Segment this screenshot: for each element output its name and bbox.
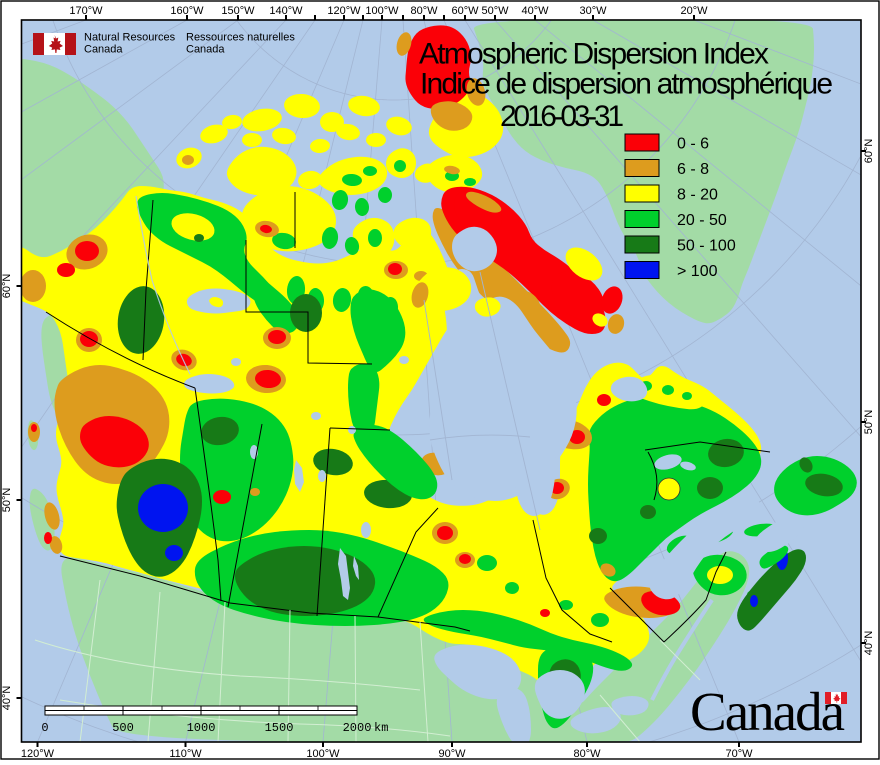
svg-text:60°N: 60°N xyxy=(863,139,875,164)
svg-text:80°W: 80°W xyxy=(573,748,601,760)
svg-text:> 100: > 100 xyxy=(677,263,718,280)
svg-text:0 - 6: 0 - 6 xyxy=(677,136,709,153)
svg-text:40°W: 40°W xyxy=(521,5,549,17)
svg-text:60°W: 60°W xyxy=(451,5,479,17)
svg-text:Natural Resources: Natural Resources xyxy=(84,32,176,44)
svg-text:120°W: 120°W xyxy=(21,748,55,760)
svg-text:160°W: 160°W xyxy=(170,5,204,17)
svg-text:50 - 100: 50 - 100 xyxy=(677,238,736,255)
svg-text:100°W: 100°W xyxy=(306,748,340,760)
svg-text:50°N: 50°N xyxy=(1,488,13,513)
svg-text:Canada: Canada xyxy=(690,681,845,742)
svg-text:Indice de dispersion atmosphér: Indice de dispersion atmosphérique xyxy=(420,68,833,101)
svg-text:0: 0 xyxy=(41,721,48,735)
svg-text:140°W: 140°W xyxy=(269,5,303,17)
svg-text:60°N: 60°N xyxy=(1,274,13,299)
svg-text:50°W: 50°W xyxy=(481,5,509,17)
svg-text:20°W: 20°W xyxy=(680,5,708,17)
svg-text:6 - 8: 6 - 8 xyxy=(677,161,709,178)
svg-text:Canada: Canada xyxy=(84,44,123,56)
svg-text:30°W: 30°W xyxy=(579,5,607,17)
svg-text:110°W: 110°W xyxy=(169,748,202,760)
svg-text:20 - 50: 20 - 50 xyxy=(677,212,727,229)
svg-text:Ressources naturelles: Ressources naturelles xyxy=(186,32,295,44)
svg-text:50°N: 50°N xyxy=(863,410,875,435)
svg-text:150°W: 150°W xyxy=(221,5,255,17)
svg-text:100°W: 100°W xyxy=(365,5,399,17)
svg-text:40°N: 40°N xyxy=(863,631,875,656)
svg-text:1500: 1500 xyxy=(265,721,294,735)
svg-text:170°W: 170°W xyxy=(69,5,103,17)
svg-text:120°W: 120°W xyxy=(327,5,361,17)
svg-text:Canada: Canada xyxy=(186,44,225,56)
svg-text:500: 500 xyxy=(112,721,134,735)
svg-text:km: km xyxy=(374,721,388,735)
svg-text:2016-03-31: 2016-03-31 xyxy=(500,100,624,133)
svg-text:40°N: 40°N xyxy=(1,686,13,711)
svg-text:90°W: 90°W xyxy=(438,748,466,760)
svg-text:Atmospheric Dispersion Index: Atmospheric Dispersion Index xyxy=(419,38,769,71)
svg-text:2000: 2000 xyxy=(343,721,372,735)
svg-text:70°W: 70°W xyxy=(725,748,753,760)
svg-text:8 - 20: 8 - 20 xyxy=(677,187,718,204)
svg-text:1000: 1000 xyxy=(187,721,216,735)
svg-text:80°W: 80°W xyxy=(410,5,438,17)
